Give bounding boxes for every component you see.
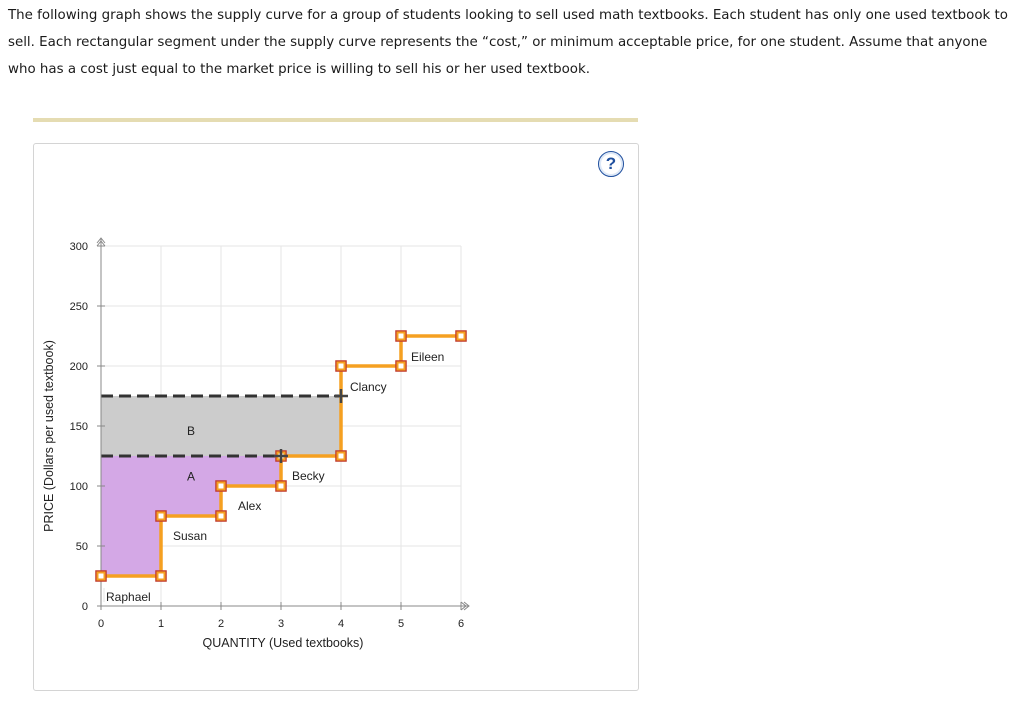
supply-point-handle-inner bbox=[336, 361, 346, 371]
supply-point-handle[interactable] bbox=[275, 480, 287, 492]
student-label-raphael: Raphael bbox=[106, 590, 151, 604]
supply-point-handle[interactable] bbox=[335, 360, 347, 372]
supply-point-handle[interactable] bbox=[155, 510, 167, 522]
x-tick-label: 1 bbox=[158, 618, 164, 630]
y-tick-label: 0 bbox=[82, 601, 88, 613]
x-tick-label: 6 bbox=[458, 618, 464, 630]
supply-point-handle[interactable] bbox=[395, 360, 407, 372]
x-tick-label: 4 bbox=[338, 618, 344, 630]
x-axis-arrow-icon bbox=[460, 601, 470, 611]
student-label-alex: Alex bbox=[238, 499, 261, 513]
cross-handle-icon[interactable] bbox=[334, 389, 348, 403]
student-label-susan: Susan bbox=[173, 529, 207, 543]
supply-point-handle[interactable] bbox=[395, 330, 407, 342]
y-tick-label: 100 bbox=[70, 481, 88, 493]
y-axis-label: PRICE (Dollars per used textbook) bbox=[42, 340, 56, 532]
help-button[interactable]: ? bbox=[598, 151, 624, 177]
question-mark-icon: ? bbox=[605, 154, 617, 173]
supply-point-handle[interactable] bbox=[455, 330, 467, 342]
supply-point-handle[interactable] bbox=[335, 450, 347, 462]
graph-panel: 0 1 2 3 4 5 6 0 50 100 150 200 250 300 QUANTITY (Used … bbox=[33, 143, 639, 691]
x-axis-label: QUANTITY (Used textbooks) bbox=[203, 636, 364, 650]
supply-chart[interactable]: 0 1 2 3 4 5 6 0 50 100 150 200 250 300 QUANTITY (Used … bbox=[34, 144, 638, 690]
supply-point-handle[interactable] bbox=[215, 480, 227, 492]
supply-point-handle-inner bbox=[156, 571, 166, 581]
supply-point-handle-inner bbox=[336, 451, 346, 461]
supply-point-handle[interactable] bbox=[95, 570, 107, 582]
supply-point-handle-inner bbox=[396, 361, 406, 371]
area-a-label: A bbox=[187, 470, 195, 484]
student-label-clancy: Clancy bbox=[350, 380, 387, 394]
supply-point-handle[interactable] bbox=[215, 510, 227, 522]
supply-point-handle-inner bbox=[396, 331, 406, 341]
x-tick-label: 0 bbox=[98, 618, 104, 630]
supply-point-handle[interactable] bbox=[155, 570, 167, 582]
supply-point-handle-inner bbox=[96, 571, 106, 581]
y-axis-arrow-icon bbox=[96, 237, 106, 247]
cross-handle-icon[interactable] bbox=[274, 449, 288, 463]
y-tick-label: 250 bbox=[70, 301, 88, 313]
y-tick-label: 150 bbox=[70, 421, 88, 433]
supply-point-handle-inner bbox=[156, 511, 166, 521]
supply-point-handle-inner bbox=[216, 481, 226, 491]
student-label-becky: Becky bbox=[292, 469, 325, 483]
y-tick-label: 50 bbox=[76, 541, 88, 553]
x-tick-label: 5 bbox=[398, 618, 404, 630]
area-b-label: B bbox=[187, 424, 195, 438]
area-b[interactable] bbox=[101, 396, 341, 456]
intro-text: The following graph shows the supply cur… bbox=[8, 8, 1008, 77]
x-tick-label: 3 bbox=[278, 618, 284, 630]
divider bbox=[33, 118, 638, 122]
x-tick-label: 2 bbox=[218, 618, 224, 630]
y-tick-label: 300 bbox=[70, 241, 88, 253]
supply-point-handle-inner bbox=[456, 331, 466, 341]
supply-point-handle-inner bbox=[216, 511, 226, 521]
student-label-eileen: Eileen bbox=[411, 350, 444, 364]
y-tick-label: 200 bbox=[70, 361, 88, 373]
supply-point-handle-inner bbox=[276, 481, 286, 491]
